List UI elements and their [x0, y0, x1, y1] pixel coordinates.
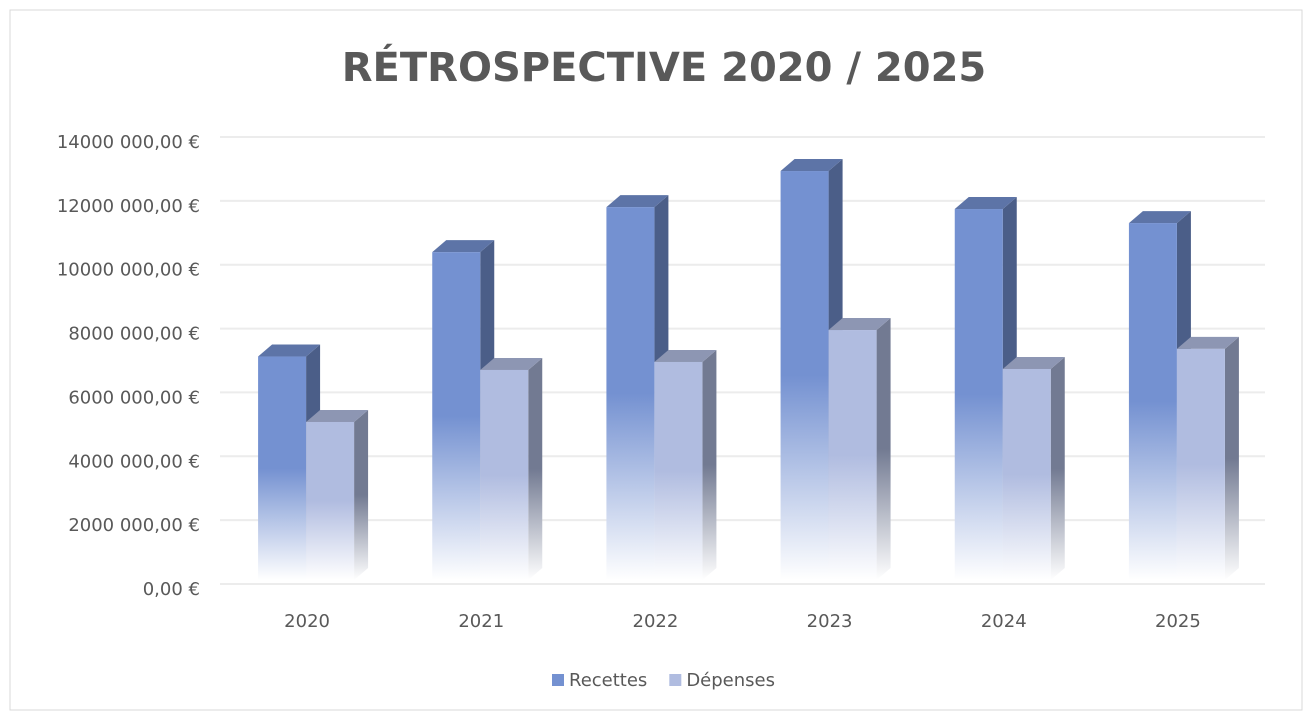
bar	[1002, 356, 1065, 580]
y-tick-label: 2000 000,00 €	[68, 515, 200, 536]
bar-top	[1176, 336, 1239, 349]
bar-side	[702, 349, 717, 580]
bar-top	[780, 159, 843, 172]
chart-title: RÉTROSPECTIVE 2020 / 2025	[342, 43, 987, 91]
bar-front	[954, 209, 1003, 581]
bar-side	[876, 318, 891, 580]
bar-front	[828, 330, 877, 580]
y-tick-label: 0,00 €	[143, 579, 200, 600]
y-tick-label: 12000 000,00 €	[57, 196, 200, 217]
bar-front	[654, 361, 703, 580]
bar-front	[606, 207, 655, 581]
bar-top	[432, 240, 495, 253]
x-tick-label: 2022	[633, 611, 679, 632]
bar-top	[1002, 356, 1065, 369]
x-tick-label: 2024	[981, 611, 1027, 632]
bar-front	[780, 171, 829, 581]
bar-top	[306, 409, 369, 422]
bar-front	[306, 421, 355, 580]
legend-label: Dépenses	[686, 670, 775, 691]
legend-swatch	[669, 674, 682, 686]
bar	[306, 409, 369, 580]
bar-front	[1002, 368, 1051, 580]
bar-front	[258, 356, 307, 580]
x-tick-label: 2020	[284, 611, 330, 632]
bar-top	[258, 344, 321, 357]
bar-top	[480, 357, 543, 370]
bar-front	[480, 369, 529, 580]
x-tick-label: 2021	[458, 611, 504, 632]
bar-front	[1128, 223, 1177, 580]
bar-front	[432, 252, 481, 581]
y-tick-label: 14000 000,00 €	[57, 132, 200, 153]
bar-top	[606, 195, 669, 208]
y-tick-label: 10000 000,00 €	[57, 260, 200, 281]
bar-side	[354, 409, 369, 580]
bar-top	[654, 349, 717, 362]
y-tick-label: 4000 000,00 €	[68, 451, 200, 472]
bar-front	[1176, 348, 1225, 580]
bar-top	[828, 318, 891, 331]
bar-top	[1128, 211, 1191, 224]
legend-swatch	[552, 674, 564, 686]
y-tick-label: 8000 000,00 €	[68, 324, 200, 345]
y-tick-label: 6000 000,00 €	[68, 387, 200, 408]
bar	[654, 349, 717, 580]
bar	[1176, 336, 1239, 580]
x-tick-label: 2025	[1155, 611, 1201, 632]
bar	[480, 357, 543, 580]
x-tick-label: 2023	[807, 611, 853, 632]
bar-side	[1050, 356, 1065, 580]
legend-label: Recettes	[569, 670, 647, 691]
bar-top	[954, 197, 1017, 210]
bar-side	[528, 357, 543, 580]
bar-side	[1224, 336, 1239, 580]
bar	[828, 318, 891, 580]
